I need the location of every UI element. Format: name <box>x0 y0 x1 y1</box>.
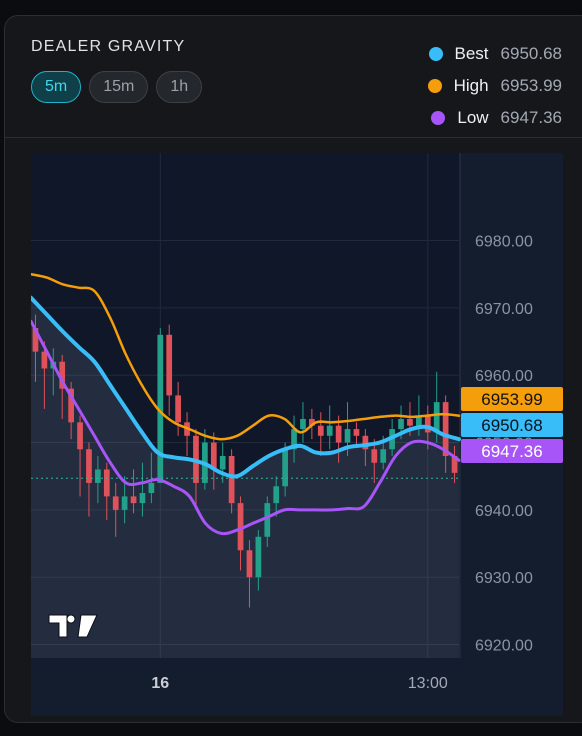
candle-body <box>246 550 253 578</box>
candle-body <box>442 402 449 456</box>
candle-body <box>228 456 235 504</box>
candle-body <box>255 536 262 578</box>
candle-body <box>219 456 226 470</box>
candle-body <box>77 422 83 450</box>
candle-body <box>68 388 74 423</box>
candle-body <box>112 496 119 510</box>
plot-area <box>31 153 459 658</box>
tab-5m[interactable]: 5m <box>31 71 82 103</box>
candle-body <box>335 425 342 443</box>
y-tick-label: 6920.00 <box>475 638 533 655</box>
candle-body <box>282 449 288 487</box>
price-label-bg <box>461 413 563 437</box>
legend-label: Best <box>454 44 489 63</box>
axis-corner <box>459 658 563 716</box>
high-dot-icon <box>427 79 442 93</box>
candle-body <box>416 415 422 426</box>
logo-shape <box>48 614 98 638</box>
candle-body <box>210 442 217 470</box>
candle-body <box>86 449 92 483</box>
panel-title: DEALER GRAVITY <box>31 38 186 55</box>
tab-1h[interactable]: 1h <box>156 71 203 103</box>
legend-item-low: Low 6947.36 <box>428 102 562 134</box>
dealer-gravity-panel: DEALER GRAVITY 5m 15m 1h Best 6950.68 Hi… <box>4 15 582 723</box>
legend-label: High <box>453 76 489 95</box>
legend-value: 6953.99 <box>500 76 562 95</box>
tradingview-logo-icon[interactable] <box>48 614 98 638</box>
header-divider <box>5 137 582 138</box>
tab-15m[interactable]: 15m <box>89 71 149 103</box>
low-dot-icon <box>431 111 446 125</box>
candle-body <box>451 456 458 473</box>
candle-body <box>148 482 155 494</box>
candle-body <box>300 418 306 430</box>
candle-body <box>291 429 297 450</box>
legend-item-best: Best 6950.68 <box>428 38 562 70</box>
y-tick-label: 6960.00 <box>475 368 533 385</box>
candle-body <box>273 486 280 504</box>
candle-body <box>157 334 164 483</box>
legend: Best 6950.68 High 6953.99 Low 6947.36 <box>427 38 562 134</box>
candle-body <box>95 469 101 483</box>
candle-body <box>407 418 413 426</box>
y-tick-label: 6940.00 <box>475 503 533 520</box>
candle-body <box>139 493 146 504</box>
candle-body <box>353 429 360 436</box>
series-line-low <box>31 319 461 536</box>
y-tick-label: 6980.00 <box>475 234 533 251</box>
candle-body <box>362 435 369 450</box>
candle-body <box>32 328 39 352</box>
candle-body <box>371 449 378 463</box>
candle-body <box>326 425 333 436</box>
candle-body <box>317 425 324 436</box>
candle-body <box>166 334 173 396</box>
candle-body <box>103 469 110 497</box>
candle-body <box>380 449 387 463</box>
legend-value: 6950.68 <box>500 44 562 63</box>
legend-label: Low <box>457 108 489 127</box>
y-tick-label: 6930.00 <box>475 570 533 587</box>
legend-item-high: High 6953.99 <box>427 70 562 102</box>
candle-body <box>398 418 404 430</box>
candle-body <box>130 496 137 504</box>
y-tick-label: 6970.00 <box>475 301 533 318</box>
best-area-fill <box>31 297 459 658</box>
candle-body <box>237 503 244 551</box>
price-label-bg <box>461 439 563 463</box>
candle-body <box>424 415 431 433</box>
series-line-best <box>31 295 461 479</box>
best-dot-icon <box>428 47 443 61</box>
price-label: 6947.36 <box>481 442 542 461</box>
candle-body <box>41 351 48 369</box>
timeframe-tabs: 5m 15m 1h <box>31 71 203 103</box>
candle-body <box>309 418 315 426</box>
price-chart[interactable]: 6980.006970.006960.006950.006940.006930.… <box>31 153 563 716</box>
candle-body <box>433 402 440 433</box>
candle-body <box>59 361 66 389</box>
legend-value: 6947.36 <box>500 108 562 127</box>
candle-body <box>175 395 181 423</box>
candle-body <box>264 503 271 537</box>
price-label-bg <box>461 387 563 411</box>
candle-body <box>344 429 351 443</box>
price-label: 6950.68 <box>481 416 542 435</box>
price-label: 6953.99 <box>481 390 542 409</box>
candle-body <box>121 496 128 510</box>
series-line-high <box>31 272 461 441</box>
x-tick-label: 16 <box>151 675 169 692</box>
x-tick-label: 13:00 <box>408 675 448 692</box>
